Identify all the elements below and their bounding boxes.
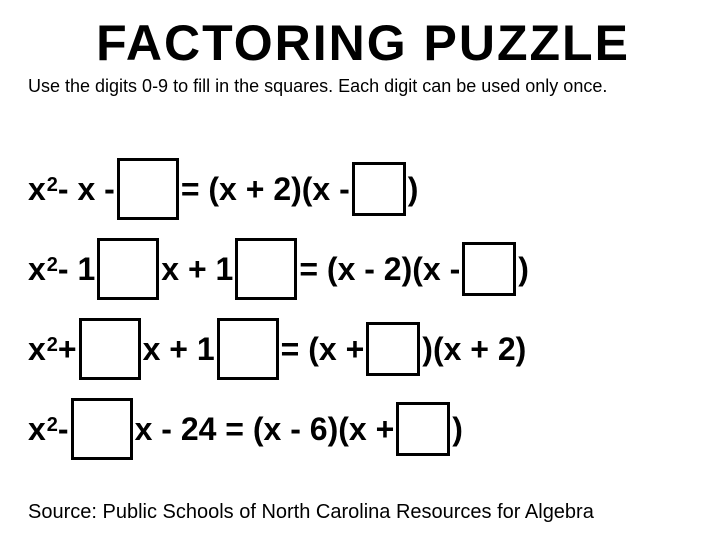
equation-text: = (x + 2)(x - [181,171,350,208]
equation-row: x2 - x - 24 = (x - 6)(x + ) [28,389,698,469]
equation-text: = (x - 2)(x - [299,251,460,288]
fill-square[interactable] [462,242,516,296]
fill-square[interactable] [97,238,159,300]
equation-text: - 1 [58,251,95,288]
equation-text: + [58,331,77,368]
page-title: FACTORING PUZZLE [28,18,698,68]
equation-text: = (x + [281,331,365,368]
fill-square[interactable] [71,398,133,460]
fill-square[interactable] [352,162,406,216]
equation-text: x [28,331,46,368]
equation-row: x2 - x - = (x + 2)(x - ) [28,149,698,229]
source-attribution: Source: Public Schools of North Carolina… [28,501,594,524]
equation-text: x [28,251,46,288]
equation-text: x - 24 = (x - 6)(x + [135,411,395,448]
equation-text: ) [452,411,463,448]
exponent: 2 [47,334,58,357]
equation-row: x2 + x + 1 = (x + )(x + 2) [28,309,698,389]
equation-row: x2 - 1 x + 1 = (x - 2)(x -) [28,229,698,309]
exponent: 2 [47,174,58,197]
equation-text: - x - [58,171,115,208]
fill-square[interactable] [217,318,279,380]
equation-text: x + 1 [161,251,233,288]
equation-list: x2 - x - = (x + 2)(x - )x2 - 1x + 1 = (x… [28,149,698,469]
equation-text: x + 1 [143,331,215,368]
equation-text: ) [408,171,419,208]
exponent: 2 [47,414,58,437]
fill-square[interactable] [117,158,179,220]
equation-text: ) [518,251,529,288]
fill-square[interactable] [79,318,141,380]
fill-square[interactable] [366,322,420,376]
equation-text: x [28,411,46,448]
page-subtitle: Use the digits 0-9 to fill in the square… [28,76,698,97]
fill-square[interactable] [396,402,450,456]
exponent: 2 [47,254,58,277]
equation-text: )(x + 2) [422,331,526,368]
equation-text: x [28,171,46,208]
equation-text: - [58,411,69,448]
fill-square[interactable] [235,238,297,300]
